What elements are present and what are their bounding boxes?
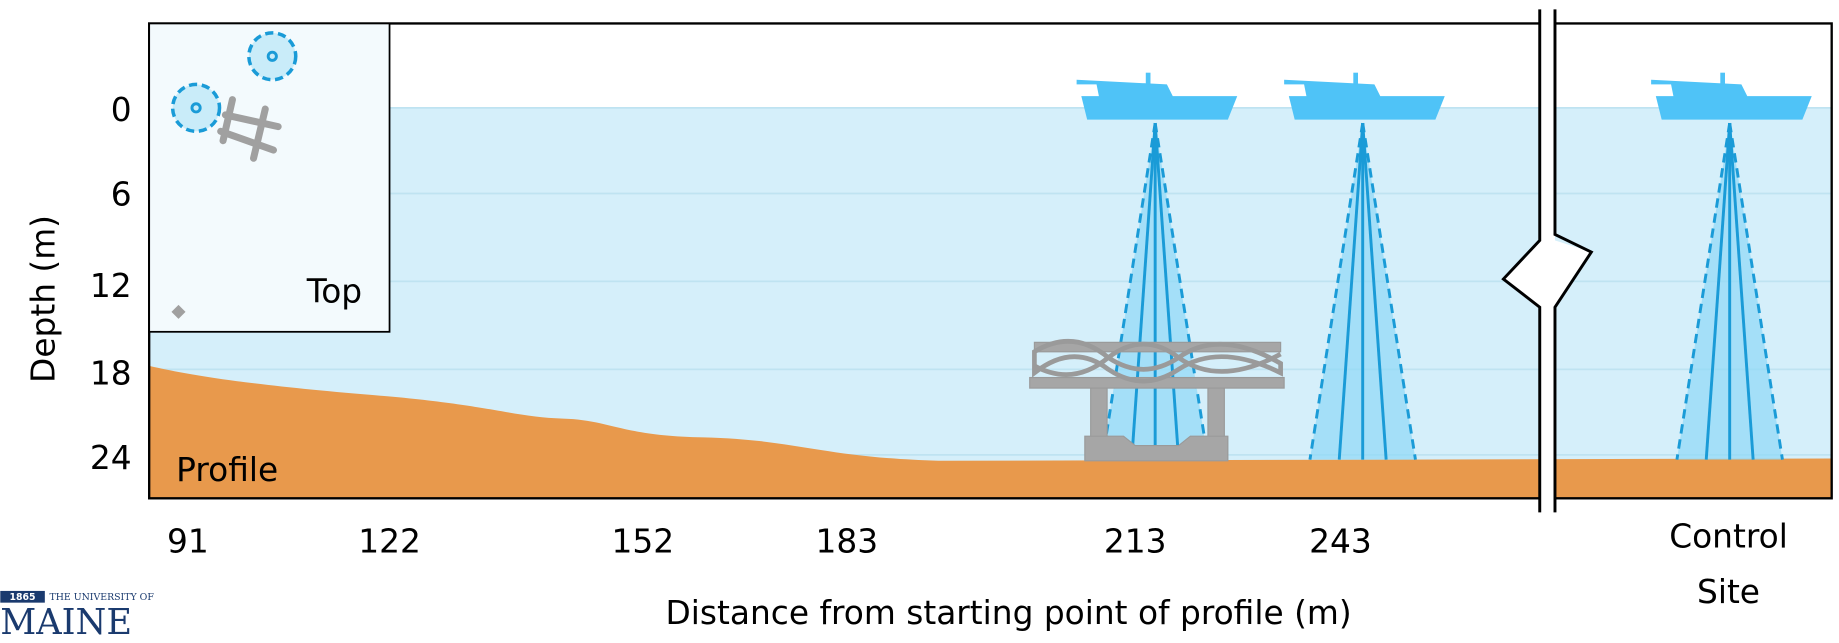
x-tick-label: 213: [1104, 522, 1167, 560]
beam-line: [1728, 123, 1755, 460]
inset: [148, 22, 391, 333]
beam-line: [1337, 123, 1365, 460]
sonar-group: [1076, 72, 1812, 460]
svg-text:THE UNIVERSITY OF: THE UNIVERSITY OF: [50, 592, 155, 603]
y-tick-label: 12: [90, 267, 132, 305]
x-tick-label: 152: [611, 522, 674, 560]
boat: [1284, 79, 1445, 120]
x-tick-label: 183: [815, 522, 878, 560]
beam-line: [1361, 123, 1388, 460]
mast: [1145, 72, 1151, 85]
seabed: [149, 365, 1832, 499]
y-tick-label: 18: [90, 355, 132, 393]
mast: [1353, 72, 1359, 85]
sonar: [1651, 72, 1812, 460]
beam-edge: [1153, 122, 1210, 460]
y-tick-label: 0: [111, 91, 132, 129]
sonar: [1284, 72, 1445, 460]
boat: [1076, 79, 1238, 120]
inset-label: Top: [306, 273, 362, 311]
sonar: [1076, 72, 1238, 460]
axis-break: [1501, 9, 1594, 513]
structure: [1029, 339, 1285, 462]
y-axis-label: Depth (m): [24, 215, 62, 383]
mast: [1720, 72, 1725, 85]
beam-edge: [1308, 122, 1365, 460]
logo: 1865 THE UNIVERSITY OF MAINE: [0, 590, 155, 643]
control-label: Control: [1669, 518, 1788, 556]
beam-edge: [1675, 122, 1732, 460]
beam-line: [1704, 123, 1732, 460]
x-tick-label: 243: [1309, 522, 1372, 560]
x-axis-label: Distance from starting point of profile …: [666, 594, 1352, 632]
beam-line: [1130, 123, 1157, 460]
beam-line: [1153, 123, 1181, 460]
svg-text:MAINE: MAINE: [0, 602, 132, 639]
y-tick-label: 6: [111, 175, 132, 213]
beam-edge: [1361, 122, 1417, 460]
boat: [1651, 79, 1812, 120]
beam-edge: [1728, 122, 1784, 460]
x-tick-label: 122: [358, 522, 421, 560]
x-tick-label: 91: [167, 522, 209, 560]
control-label: Site: [1697, 573, 1760, 611]
svg-text:1865: 1865: [10, 592, 36, 603]
y-tick-label: 24: [90, 439, 132, 477]
profile-label: Profile: [176, 451, 278, 489]
beam-edge: [1100, 122, 1157, 460]
